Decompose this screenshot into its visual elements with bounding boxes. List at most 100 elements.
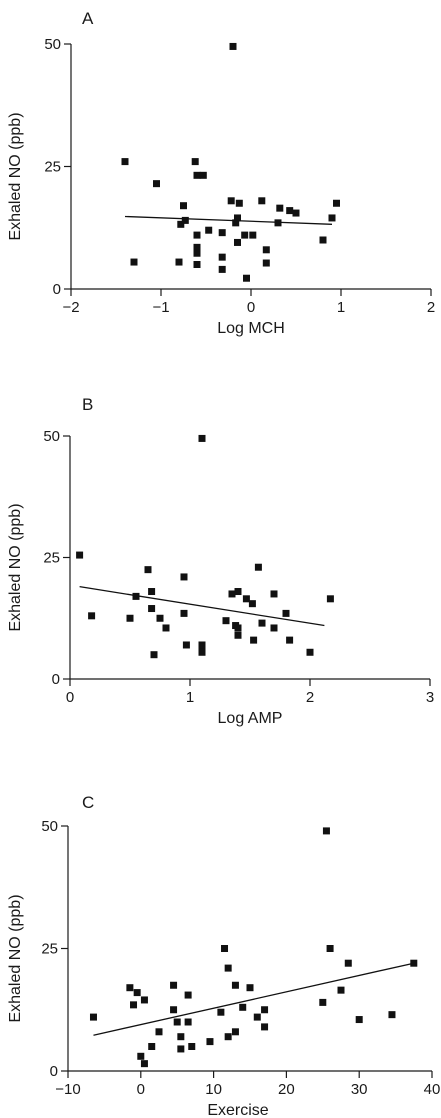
data-point [261,1006,269,1014]
data-point [249,231,257,239]
data-point [126,984,134,992]
y-tick-label: 0 [52,671,60,688]
data-point [205,226,213,234]
data-point [248,600,256,608]
data-point [76,551,84,559]
x-tick-label: 3 [426,689,434,706]
y-tick-label: 25 [43,550,60,567]
data-point [199,171,207,179]
regression-line [79,586,325,627]
data-point [133,989,141,997]
data-point [206,1038,214,1046]
data-point [286,207,294,215]
data-point [121,158,129,166]
data-point [198,648,206,656]
y-axis-title: Exhaled NO (ppb) [7,894,24,1022]
x-tick-label: −2 [62,299,79,316]
data-point [137,1052,145,1060]
x-tick-label: 1 [186,689,194,706]
data-point [250,636,258,644]
data-point [262,259,270,267]
data-point [198,643,206,651]
data-point [173,1018,181,1026]
data-point [239,1003,247,1011]
data-point [328,214,336,222]
data-point [326,945,334,952]
panel-a: A Exhaled NO (ppb) Log MCH −2 −1 0 1 2 0 25 50 [7,9,435,337]
data-point [193,243,201,251]
data-point [234,238,241,246]
data-point [177,220,185,228]
panel-c: C Exhaled NO (ppb) Exercise −10 0 10 20 30 40… [7,793,440,1118]
data-point [292,209,300,217]
x-tick-label: 20 [278,1081,295,1098]
data-point [193,261,201,268]
data-point [242,595,250,603]
data-point [218,265,226,273]
data-point [126,614,134,622]
x-tick-label: 2 [306,689,314,706]
y-tick-label: 25 [41,941,58,958]
x-tick-label: 30 [351,1081,368,1098]
data-point [286,636,294,644]
data-point [227,197,235,205]
data-point [193,171,201,179]
data-point [235,199,243,207]
panel-letter: C [82,793,94,812]
data-point [221,945,229,952]
data-point [319,998,327,1006]
data-point [148,1043,156,1050]
data-point [410,959,418,967]
y-tick-label: 0 [53,281,61,298]
data-point [217,1008,225,1016]
data-point [228,590,236,598]
panel-letter: A [82,9,94,28]
data-point [180,609,188,617]
data-point [180,202,187,210]
y-axis-title: Exhaled NO (ppb) [7,112,24,240]
data-point [234,631,242,639]
data-point [261,1023,269,1031]
data-point [246,984,254,992]
x-tick-label: −10 [55,1081,80,1098]
data-point [150,651,158,659]
data-point [162,624,170,632]
data-point [130,258,138,266]
x-axis-title: Exercise [207,1102,268,1118]
panel-letter: B [82,395,93,414]
data-point [258,197,266,205]
data-point [254,563,262,571]
data-point [88,612,96,620]
data-point [222,617,230,625]
x-tick-label: −1 [152,299,169,316]
data-point [181,216,189,224]
data-point [218,253,226,261]
data-point [234,588,242,596]
data-point [355,1016,363,1024]
x-tick-label: 0 [66,689,74,706]
x-tick-label: 2 [427,299,435,316]
y-tick-label: 50 [41,818,58,835]
data-point [89,1013,97,1021]
data-point [243,274,250,282]
data-point [140,996,148,1004]
data-point [130,1001,138,1009]
data-point [326,595,334,603]
data-point [170,981,178,989]
data-point [155,1028,163,1036]
data-point [253,1013,261,1021]
x-tick-label: 10 [205,1081,222,1098]
data-point [319,236,327,244]
x-axis-title: Log AMP [218,710,283,727]
data-point [198,434,206,442]
data-point [282,609,290,617]
data-point [148,588,156,596]
data-point [177,1033,185,1041]
data-point [229,42,237,50]
data-point [276,204,284,212]
data-point [184,991,192,999]
data-point [333,199,340,207]
x-tick-label: 40 [424,1081,441,1098]
data-point [231,1028,239,1036]
